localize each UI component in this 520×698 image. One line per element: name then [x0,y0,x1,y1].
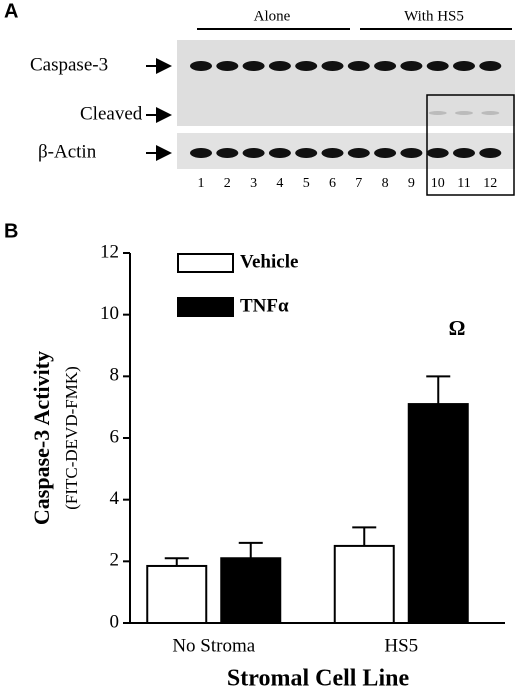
y-tick-label: 10 [100,303,119,324]
band [190,148,212,158]
group-label: Alone [254,8,291,24]
y-tick-label: 0 [110,611,120,632]
band [455,111,473,115]
band [216,148,239,158]
lane-number: 4 [276,176,283,191]
lane-number: 9 [408,176,415,191]
band [374,61,397,71]
band [268,61,291,71]
lane-number: 7 [355,176,362,191]
band [453,148,475,158]
row-label: Cleaved [80,103,143,124]
y-tick-label: 8 [110,365,120,386]
lane-number: 2 [224,176,231,191]
band [216,61,239,71]
legend-swatch [177,297,234,317]
lane-number: 12 [483,176,497,191]
lane-number: 11 [457,176,470,191]
y-tick-label: 12 [100,241,119,262]
band [400,61,423,71]
band [428,111,447,115]
y-tick-label: 4 [110,488,120,509]
band [295,61,318,71]
error-bar [352,526,377,546]
band [426,61,449,71]
lane-number: 10 [431,176,445,191]
lane-number: 6 [329,176,336,191]
lane-number: 8 [382,176,389,191]
band [268,148,291,158]
highlight-box [426,94,515,196]
panel-label: A [4,0,18,22]
row-label: β-Actin [38,141,97,162]
x-tick-label: HS5 [384,635,418,656]
band [242,61,265,71]
band [321,61,344,71]
y-tick-label: 6 [110,426,120,447]
lane-number: 3 [250,176,257,191]
lane-number: 1 [198,176,205,191]
band [479,148,502,158]
y-tick-label: 2 [110,550,120,571]
band [347,61,370,71]
group-label: With HS5 [404,8,464,24]
error-bar [238,541,263,559]
error-bar [426,375,451,405]
x-axis-label: Stromal Cell Line [227,666,410,692]
row-label: Caspase-3 [30,54,108,75]
panel-a: A Alone With HS5 Caspase-3 Cleaved β-Act… [4,0,515,196]
band [347,148,370,158]
y-axis-sublabel: (FITC-DEVD-FMK) [62,366,81,510]
legend-label: TNFα [240,295,289,316]
band [400,148,423,158]
annotation: Ω [449,316,466,340]
band [426,148,449,158]
band [453,61,475,71]
legend-swatch [177,253,234,273]
panel-b: B Caspase-3 Activity (FITC-DEVD-FMK) Str… [4,220,505,692]
bar [333,544,395,625]
bar [407,403,469,625]
lane-number: 5 [303,176,310,191]
band [190,61,212,71]
band [242,148,265,158]
y-axis-label: Caspase-3 Activity [29,351,54,525]
bar [220,557,282,624]
band [479,61,502,71]
band [295,148,318,158]
x-tick-label: No Stroma [172,635,255,656]
legend-label: Vehicle [240,251,298,272]
band [321,148,344,158]
band [481,111,500,115]
error-bar [164,557,189,566]
panel-label: B [4,220,18,242]
band [374,148,397,158]
bar [146,564,208,624]
